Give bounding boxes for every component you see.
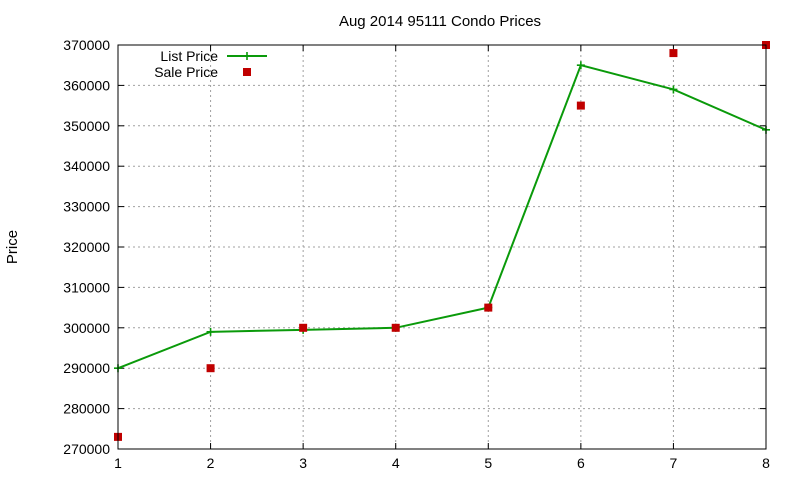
sale-price-point	[391, 323, 400, 332]
data-series	[114, 41, 770, 441]
sale-price-point	[299, 323, 308, 332]
y-tick-label: 280000	[63, 401, 110, 417]
list-price-point	[206, 327, 215, 336]
sale-price-point	[484, 303, 493, 312]
legend-marker-sale-price	[243, 68, 251, 76]
y-tick-label: 300000	[63, 320, 110, 336]
x-tick-label: 1	[114, 455, 122, 471]
sale-price-point	[206, 364, 215, 373]
list-price-line	[117, 64, 767, 370]
gridlines	[118, 45, 766, 449]
y-tick-label: 370000	[63, 37, 110, 53]
chart-title: Aug 2014 95111 Condo Prices	[339, 13, 541, 30]
sale-price-point	[576, 101, 585, 110]
plot-frame	[117, 44, 767, 450]
x-tick-label: 6	[577, 455, 585, 471]
y-tick-label: 340000	[63, 158, 110, 174]
legend-marker-list-price	[243, 52, 251, 60]
x-tick-label: 7	[670, 455, 678, 471]
list-price-point	[669, 85, 678, 94]
y-tick-label: 320000	[63, 239, 110, 255]
y-tick-label: 330000	[63, 199, 110, 215]
list-price-point	[576, 61, 585, 70]
legend-label-sale-price: Sale Price	[154, 64, 218, 80]
x-tick-label: 5	[484, 455, 492, 471]
axis-ticks: 270000 280000 290000 300000 310000 320000 3300…	[63, 37, 770, 471]
y-axis-label: Price	[4, 230, 21, 264]
y-tick-label: 360000	[63, 77, 110, 93]
y-tick-label: 290000	[63, 360, 110, 376]
y-tick-label: 350000	[63, 118, 110, 134]
x-tick-label: 3	[299, 455, 307, 471]
x-tick-label: 8	[762, 455, 770, 471]
y-tick-label: 270000	[63, 441, 110, 457]
x-tick-label: 4	[392, 455, 400, 471]
x-tick-label: 2	[207, 455, 215, 471]
legend-label-list-price: List Price	[160, 48, 218, 64]
sale-price-point	[669, 49, 678, 58]
y-tick-label: 310000	[63, 279, 110, 295]
